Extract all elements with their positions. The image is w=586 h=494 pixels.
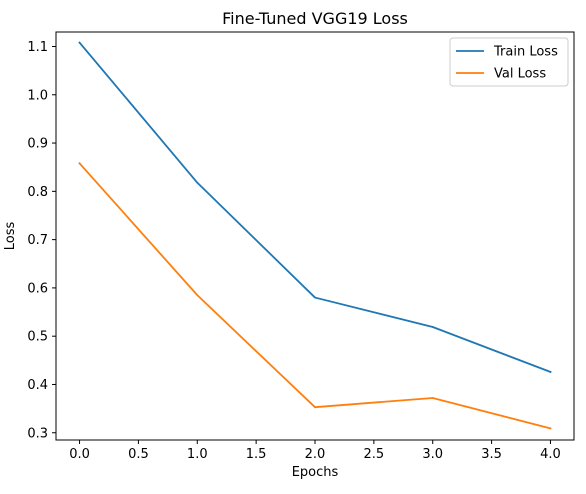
x-axis-label: Epochs [292, 465, 339, 480]
y-tick-label: 1.1 [27, 40, 48, 55]
series-line-val-loss [78, 162, 552, 430]
x-tick-label: 2.0 [305, 447, 326, 462]
data-point [314, 296, 316, 299]
y-axis-ticks: 0.3 0.4 0.5 0.6 0.7 0.8 0.9 1.0 1.1 [27, 40, 56, 441]
x-tick-label: 0.0 [69, 447, 90, 462]
chart-title: Fine-Tuned VGG19 Loss [222, 9, 408, 28]
y-tick-label: 0.5 [27, 330, 48, 345]
data-point [78, 162, 81, 165]
plot-area [78, 41, 552, 430]
y-tick-label: 0.3 [27, 426, 48, 441]
x-tick-label: 0.5 [128, 447, 149, 462]
y-tick-label: 0.8 [27, 185, 48, 200]
data-point [431, 397, 434, 399]
data-point [549, 371, 552, 373]
plot-frame [55, 31, 575, 441]
y-tick-label: 1.0 [27, 88, 48, 103]
x-tick-label: 3.5 [481, 447, 502, 462]
y-tick-label: 0.9 [27, 137, 48, 152]
data-point [196, 294, 199, 297]
y-tick-label: 0.6 [27, 281, 48, 296]
legend: Train Loss Val Loss [449, 37, 569, 87]
legend-box [449, 37, 569, 87]
legend-label: Val Loss [494, 67, 546, 82]
data-point [431, 326, 434, 328]
series-line-train-loss [78, 41, 552, 374]
x-tick-label: 1.5 [246, 447, 267, 462]
x-tick-label: 3.0 [422, 447, 443, 462]
data-point [78, 41, 81, 44]
x-tick-label: 4.0 [540, 447, 561, 462]
x-axis-ticks: 0.0 0.5 1.0 1.5 2.0 2.5 3.0 3.5 4.0 [69, 440, 561, 462]
data-point [549, 427, 552, 430]
x-tick-label: 1.0 [187, 447, 208, 462]
x-tick-label: 2.5 [364, 447, 385, 462]
y-tick-label: 0.4 [27, 378, 48, 393]
data-point [314, 406, 316, 409]
legend-label: Train Loss [493, 45, 558, 60]
y-tick-label: 0.7 [27, 233, 48, 248]
y-axis-label: Loss [3, 222, 18, 251]
data-point [196, 181, 199, 184]
